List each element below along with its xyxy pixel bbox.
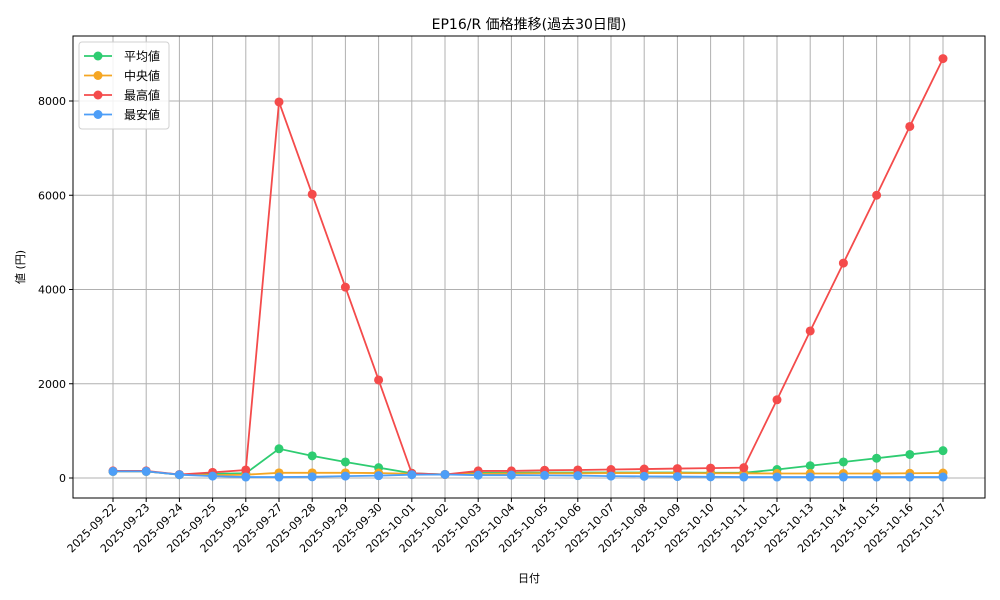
data-point	[174, 470, 184, 480]
data-point	[374, 375, 384, 385]
legend-item: 最高値	[84, 88, 160, 103]
y-axis: 0 2000 4000 6000 8000	[38, 95, 73, 485]
data-point	[208, 471, 218, 481]
series-line	[108, 466, 948, 482]
data-point	[141, 466, 151, 476]
legend-label: 平均値	[124, 49, 160, 64]
legend-marker-icon	[93, 51, 103, 61]
data-point	[805, 472, 815, 482]
data-point	[440, 469, 450, 479]
data-point	[739, 463, 749, 473]
data-point	[274, 444, 284, 454]
data-point	[540, 470, 550, 480]
data-point	[307, 189, 317, 199]
data-point	[307, 472, 317, 482]
data-point	[706, 463, 716, 473]
data-point	[241, 472, 251, 482]
data-point	[805, 461, 815, 471]
data-point	[606, 465, 616, 475]
y-tick-label: 8000	[38, 95, 66, 108]
legend-marker-icon	[93, 71, 103, 80]
data-point	[407, 470, 417, 480]
legend-item: 最安値	[84, 107, 160, 122]
chart-title: EP16/R 価格推移(過去30日間)	[432, 17, 627, 33]
data-point	[374, 471, 384, 481]
data-point	[274, 97, 284, 107]
data-point	[340, 471, 350, 481]
data-point	[872, 472, 882, 482]
data-point	[672, 472, 682, 482]
legend-item: 平均値	[84, 49, 160, 64]
y-tick-label: 4000	[38, 284, 66, 297]
data-point	[639, 464, 649, 474]
data-point	[872, 453, 882, 463]
data-point	[307, 451, 317, 461]
data-point	[108, 466, 118, 476]
data-point	[772, 472, 782, 482]
data-point	[672, 464, 682, 474]
legend-item: 中央値	[84, 68, 160, 83]
legend-marker-icon	[93, 90, 103, 100]
data-point	[938, 54, 948, 64]
data-point	[938, 472, 948, 482]
data-point	[905, 449, 915, 459]
data-point	[772, 395, 782, 405]
data-point	[805, 326, 815, 336]
data-point	[506, 470, 516, 480]
y-tick-label: 2000	[38, 378, 66, 391]
data-point	[739, 472, 749, 482]
legend-marker-icon	[93, 110, 103, 119]
data-point	[639, 471, 649, 481]
grid-lines	[73, 36, 985, 498]
plot-frame	[72, 35, 986, 499]
y-axis-label: 値 (円)	[14, 250, 27, 284]
x-axis: 2025-09-222025-09-232025-09-242025-09-25…	[65, 498, 949, 555]
legend-box	[78, 41, 170, 130]
data-point	[706, 472, 716, 482]
data-point	[838, 472, 848, 482]
data-point	[938, 446, 948, 456]
data-point	[241, 465, 251, 475]
data-point	[340, 457, 350, 467]
y-tick-label: 0	[59, 472, 66, 485]
data-point	[905, 472, 915, 482]
data-point	[838, 457, 848, 467]
legend-label: 最高値	[124, 88, 160, 103]
x-axis-label: 日付	[518, 572, 540, 585]
data-point	[606, 471, 616, 481]
data-point	[573, 471, 583, 481]
series-line	[108, 54, 948, 479]
data-point	[838, 258, 848, 268]
series-layer	[108, 54, 948, 482]
data-point	[473, 470, 483, 480]
data-point	[340, 282, 350, 292]
y-tick-label: 6000	[38, 189, 66, 202]
data-point	[905, 121, 915, 131]
legend-label: 中央値	[124, 68, 160, 83]
data-point	[274, 472, 284, 482]
data-point	[872, 190, 882, 200]
legend-label: 最安値	[124, 107, 160, 122]
